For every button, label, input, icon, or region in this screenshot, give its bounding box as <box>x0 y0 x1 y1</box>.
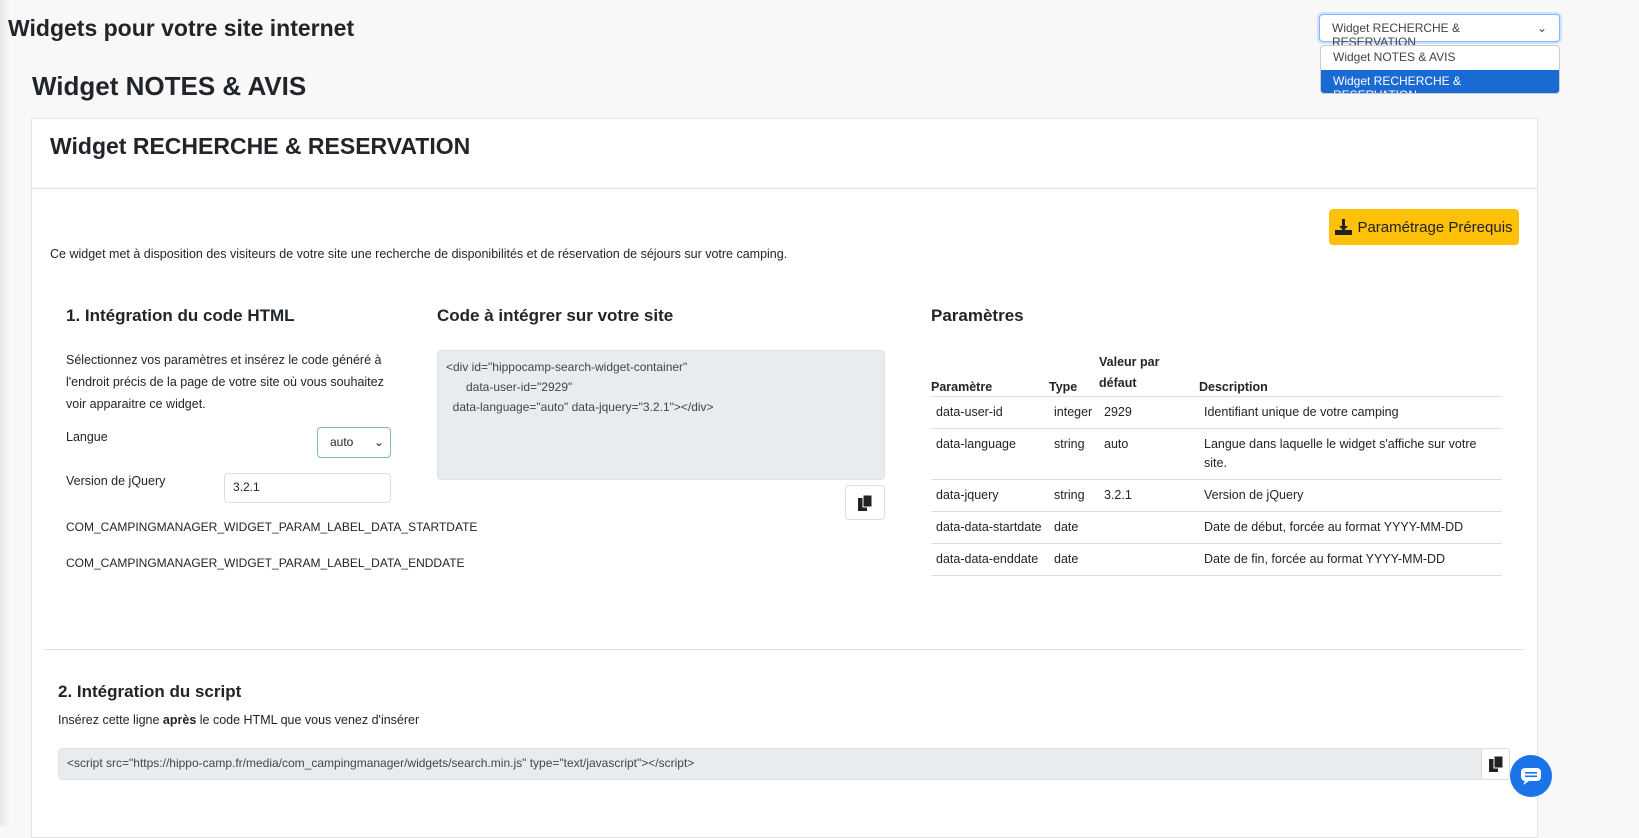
chevron-down-icon: ⌄ <box>373 435 384 449</box>
section2-text: Insérez cette ligne après le code HTML q… <box>58 713 419 727</box>
param-default <box>1099 511 1199 544</box>
langue-value: auto <box>330 435 354 449</box>
code-line: <div id="hippocamp-search-widget-contain… <box>446 360 688 374</box>
table-header-row: Paramètre Type Valeur par défaut Descrip… <box>931 350 1502 397</box>
code-title: Code à intégrer sur votre site <box>437 306 674 325</box>
prereq-button[interactable]: Paramétrage Prérequis <box>1329 209 1519 245</box>
table-row: data-data-enddate date Date de fin, forcée… <box>931 543 1502 576</box>
param-type: integer <box>1049 396 1099 429</box>
section1-title: 1. Intégration du code HTML <box>66 306 295 325</box>
param-description: Version de jQuery <box>1199 479 1502 512</box>
param-default: 3.2.1 <box>1099 479 1199 512</box>
col-description: Description <box>1199 350 1502 397</box>
param-name: data-data-enddate <box>931 543 1049 576</box>
chat-button[interactable] <box>1510 755 1552 797</box>
chat-icon <box>1521 768 1541 785</box>
page-title: Widgets pour votre site internet <box>8 15 355 41</box>
card-title: Widget RECHERCHE & RESERVATION <box>32 119 1537 189</box>
text: Insérez cette ligne <box>58 713 163 727</box>
param-type: date <box>1049 543 1099 576</box>
param-description: Langue dans laquelle le widget s'affiche… <box>1199 428 1502 480</box>
param-name: data-data-startdate <box>931 511 1049 544</box>
col-default: Valeur par défaut <box>1099 350 1199 397</box>
param-name: data-language <box>931 428 1049 480</box>
param-default: 2929 <box>1099 396 1199 429</box>
param-type: string <box>1049 428 1099 480</box>
section2-title: 2. Intégration du script <box>58 682 242 701</box>
card-description: Ce widget met à disposition des visiteur… <box>50 247 788 261</box>
text-bold: après <box>162 713 197 727</box>
param-type: string <box>1049 479 1099 512</box>
jquery-input[interactable]: 3.2.1 <box>224 473 391 503</box>
param-description: Date de fin, forcée au format YYYY-MM-DD <box>1199 543 1502 576</box>
text: le code HTML que vous venez d'insérer <box>196 713 420 727</box>
param-name: data-user-id <box>931 396 1049 429</box>
widget-select[interactable]: Widget RECHERCHE & RESERVATION ⌄ <box>1319 14 1560 49</box>
jquery-label: Version de jQuery <box>66 474 166 488</box>
prereq-button-label: Paramétrage Prérequis <box>1357 218 1513 236</box>
chevron-down-icon: ⌄ <box>1536 21 1547 35</box>
langue-label: Langue <box>66 430 108 444</box>
param-description: Date de début, forcée au format YYYY-MM-… <box>1199 511 1502 544</box>
col-type: Type <box>1049 350 1099 397</box>
section1-intro: Sélectionnez vos paramètres et insérez l… <box>66 353 384 411</box>
code-line: data-user-id="2929" <box>446 380 573 394</box>
param-default: auto <box>1099 428 1199 480</box>
option-notes-avis[interactable]: Widget NOTES & AVIS <box>1333 50 1456 64</box>
enddate-label: COM_CAMPINGMANAGER_WIDGET_PARAM_LABEL_DA… <box>66 556 465 570</box>
table-row: data-data-startdate date Date de début, fo… <box>931 511 1502 544</box>
param-default <box>1099 543 1199 576</box>
copy-icon <box>858 494 872 511</box>
code-line: data-language="auto" data-jquery="3.2.1"… <box>446 400 714 414</box>
params-table: Paramètre Type Valeur par défaut Descrip… <box>931 350 1502 576</box>
option-recherche-reservation[interactable]: Widget RECHERCHE & RESERVATION <box>1321 70 1559 93</box>
param-name: data-jquery <box>931 479 1049 512</box>
widget-select-value: Widget RECHERCHE & RESERVATION <box>1332 21 1461 49</box>
copy-script-button[interactable] <box>1481 748 1510 780</box>
table-row: data-user-id integer 2929 Identifiant uniqu… <box>931 396 1502 429</box>
startdate-label: COM_CAMPINGMANAGER_WIDGET_PARAM_LABEL_DA… <box>66 520 478 534</box>
page-subtitle: Widget NOTES & AVIS <box>32 71 307 101</box>
param-description: Identifiant unique de votre camping <box>1199 396 1502 429</box>
langue-select[interactable]: auto ⌄ <box>317 427 391 458</box>
param-type: date <box>1049 511 1099 544</box>
table-row: data-jquery string 3.2.1 Version de jQuery <box>931 479 1502 512</box>
table-row: data-language string auto Langue dans laque… <box>931 428 1502 480</box>
copy-icon <box>1488 756 1503 772</box>
code-textarea[interactable]: <div id="hippocamp-search-widget-contain… <box>437 350 885 480</box>
download-icon <box>1335 219 1353 235</box>
params-title: Paramètres <box>931 306 1024 325</box>
left-edge <box>0 0 10 826</box>
script-input[interactable]: <script src="https://hippo-camp.fr/media… <box>58 748 1510 780</box>
col-parametre: Paramètre <box>931 350 1049 397</box>
divider <box>43 649 1525 650</box>
copy-code-button[interactable] <box>845 485 885 520</box>
widget-select-dropdown: Widget NOTES & AVIS Widget RECHERCHE & R… <box>1320 45 1560 94</box>
